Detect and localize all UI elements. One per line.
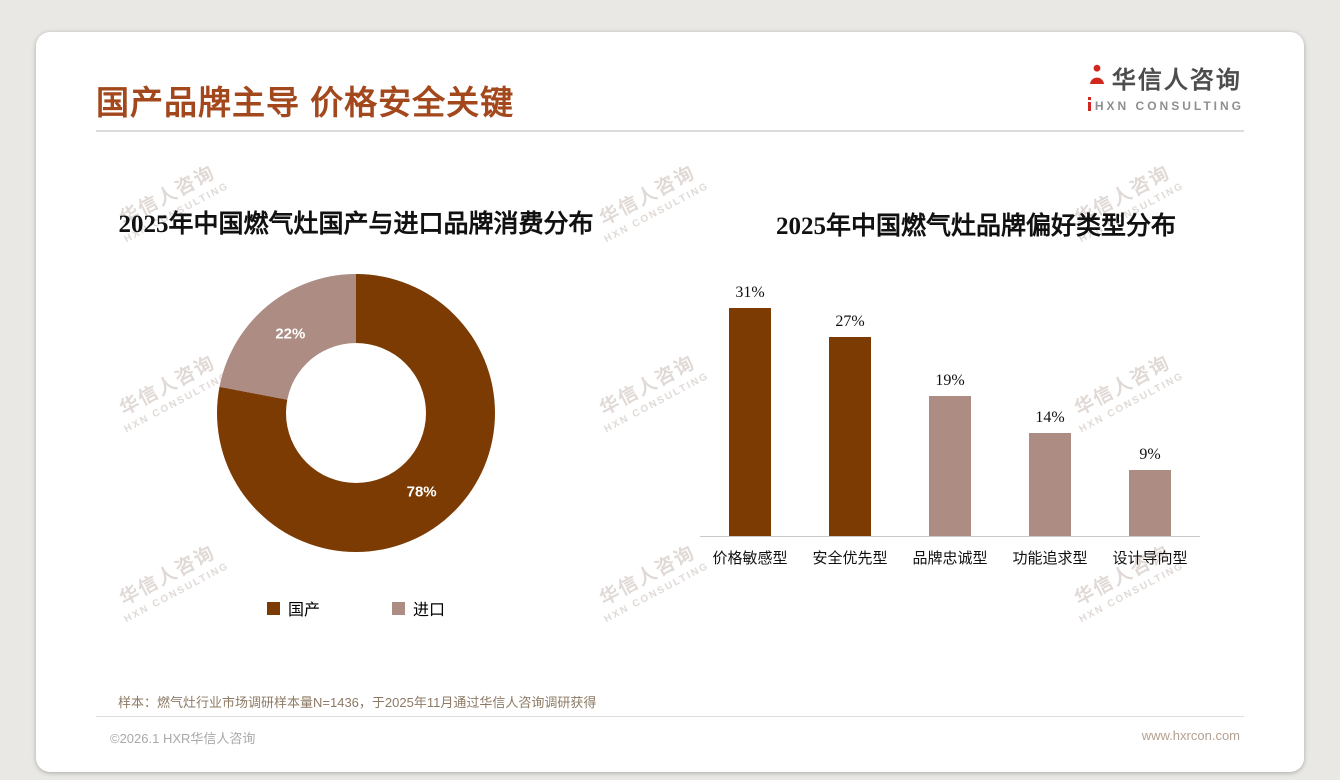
bar [829, 337, 871, 536]
page-title: 国产品牌主导 价格安全关键 [96, 84, 515, 121]
bar [1029, 433, 1071, 536]
bar-category-label: 品牌忠诚型 [912, 551, 988, 567]
footer-divider [96, 716, 1244, 717]
footer-website: www.hxrcon.com [1141, 728, 1240, 743]
legend-swatch-icon [392, 601, 405, 615]
bar-category-label: 设计导向型 [1112, 551, 1188, 567]
donut-chart-title: 2025年中国燃气灶国产与进口品牌消费分布 [118, 211, 594, 238]
bar-category-label: 价格敏感型 [712, 551, 788, 567]
bar-x-axis: 价格敏感型 安全优先型 品牌忠诚型 功能追求型 设计导向型 [700, 537, 1200, 568]
donut-slice-label: 22% [275, 325, 306, 343]
bar-column: 19% [900, 372, 1000, 536]
bar-column: 31% [700, 284, 800, 536]
bar [1129, 470, 1171, 536]
legend-label: 进口 [413, 602, 446, 619]
bar [729, 308, 771, 536]
bar-column: 14% [1000, 409, 1100, 536]
donut-slice-label: 78% [406, 483, 437, 501]
bar-value-label: 9% [1139, 446, 1161, 463]
bar-column: 9% [1100, 446, 1200, 536]
company-logo: 华信人咨询 HXN CONSULTING [1087, 60, 1244, 113]
donut-ring: 78% 22% [217, 274, 495, 552]
bar-category-label: 安全优先型 [812, 551, 888, 567]
bar-value-label: 19% [935, 372, 965, 389]
footer-copyright: ©2026.1 HXR华信人咨询 [110, 731, 256, 746]
bar-column: 27% [800, 313, 900, 536]
slide: 华信人咨询 HXN CONSULTING 华信人咨询 HXN CONSULTING 华信… [36, 32, 1304, 772]
legend-item: 进口 [392, 596, 445, 620]
sample-footnote: 样本：燃气灶行业市场调研样本量N=1436，于2025年11月通过华信人咨询调研… [118, 695, 597, 710]
bar-plot: 31% 27% 19% 14% 9% [700, 284, 1200, 537]
logo-name-cn: 华信人咨询 [1111, 67, 1242, 94]
bar-chart: 31% 27% 19% 14% 9% 价格敏感型 安全优先型 品牌忠诚型 功能追求型 设计导向型 [700, 284, 1200, 568]
person-logo-icon [1088, 64, 1106, 91]
bar-value-label: 14% [1035, 409, 1065, 426]
logo-name-en: HXN CONSULTING [1094, 99, 1244, 113]
logo-i-mark-icon [1087, 96, 1091, 111]
bar-category-label: 功能追求型 [1012, 551, 1088, 567]
donut-legend: 国产 进口 [76, 596, 636, 620]
header-divider [96, 130, 1244, 132]
legend-item: 国产 [266, 596, 320, 620]
bar-value-label: 31% [735, 284, 765, 301]
legend-swatch-icon [266, 601, 280, 615]
legend-label: 国产 [287, 602, 320, 619]
donut-chart-section: 2025年中国燃气灶国产与进口品牌消费分布 78% 22% 国产 进口 [76, 204, 636, 620]
bar [929, 396, 971, 536]
bar-chart-title: 2025年中国燃气灶品牌偏好类型分布 [775, 213, 1176, 240]
bar-value-label: 27% [835, 313, 865, 330]
